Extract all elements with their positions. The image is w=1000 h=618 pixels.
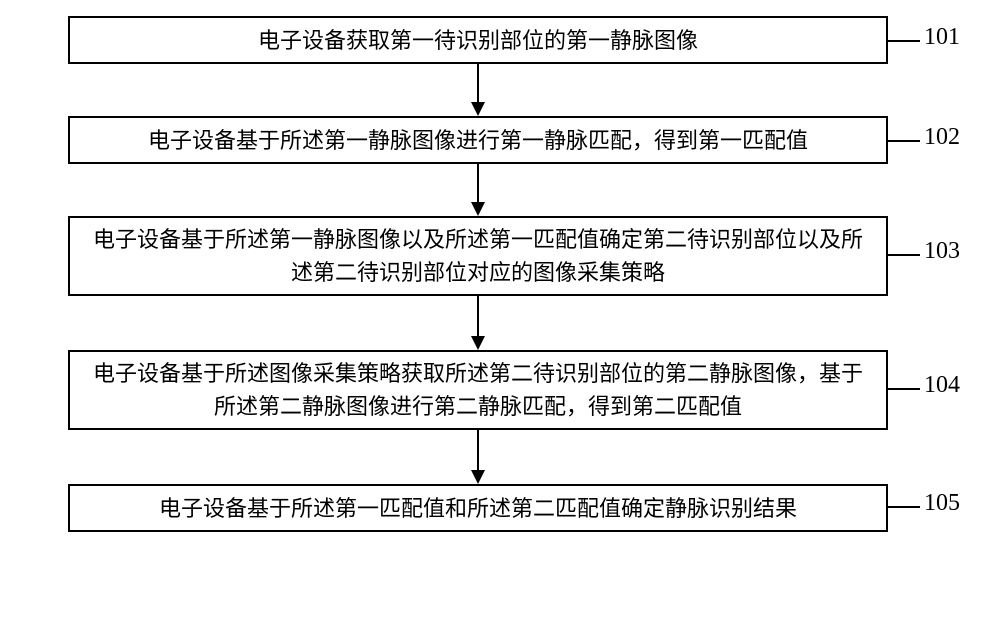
flow-node-5: 电子设备基于所述第一匹配值和所述第二匹配值确定静脉识别结果: [68, 484, 888, 532]
flow-label-2-text: 102: [924, 124, 960, 150]
flow-edge-1-line: [477, 64, 479, 102]
flow-node-4-text: 电子设备基于所述图像采集策略获取所述第二待识别部位的第二静脉图像，基于所述第二静…: [90, 357, 866, 423]
flow-node-5-text: 电子设备基于所述第一匹配值和所述第二匹配值确定静脉识别结果: [159, 492, 797, 525]
label-connector-5: [888, 506, 920, 508]
label-connector-2: [888, 140, 920, 142]
flow-label-4: 104: [924, 372, 960, 399]
flow-edge-4-head: [471, 470, 485, 484]
flow-label-3: 103: [924, 238, 960, 265]
flow-label-3-text: 103: [924, 238, 960, 264]
flow-edge-1-head: [471, 102, 485, 116]
flow-label-5-text: 105: [924, 490, 960, 516]
flow-label-1: 101: [924, 24, 960, 51]
flow-label-2: 102: [924, 124, 960, 151]
label-connector-3: [888, 254, 920, 256]
flow-label-5: 105: [924, 490, 960, 517]
flow-edge-3-head: [471, 336, 485, 350]
flow-edge-2-head: [471, 202, 485, 216]
flow-label-1-text: 101: [924, 24, 960, 50]
flow-node-3-text: 电子设备基于所述第一静脉图像以及所述第一匹配值确定第二待识别部位以及所述第二待识…: [90, 223, 866, 289]
flowchart-canvas: 电子设备获取第一待识别部位的第一静脉图像 电子设备基于所述第一静脉图像进行第一静…: [0, 0, 1000, 618]
flow-node-1: 电子设备获取第一待识别部位的第一静脉图像: [68, 16, 888, 64]
label-connector-1: [888, 40, 920, 42]
flow-edge-3-line: [477, 296, 479, 336]
flow-label-4-text: 104: [924, 372, 960, 398]
flow-node-2-text: 电子设备基于所述第一静脉图像进行第一静脉匹配，得到第一匹配值: [148, 124, 808, 157]
flow-node-3: 电子设备基于所述第一静脉图像以及所述第一匹配值确定第二待识别部位以及所述第二待识…: [68, 216, 888, 296]
flow-node-2: 电子设备基于所述第一静脉图像进行第一静脉匹配，得到第一匹配值: [68, 116, 888, 164]
flow-edge-2-line: [477, 164, 479, 202]
flow-edge-4-line: [477, 430, 479, 470]
flow-node-1-text: 电子设备获取第一待识别部位的第一静脉图像: [258, 24, 698, 57]
flow-node-4: 电子设备基于所述图像采集策略获取所述第二待识别部位的第二静脉图像，基于所述第二静…: [68, 350, 888, 430]
label-connector-4: [888, 388, 920, 390]
